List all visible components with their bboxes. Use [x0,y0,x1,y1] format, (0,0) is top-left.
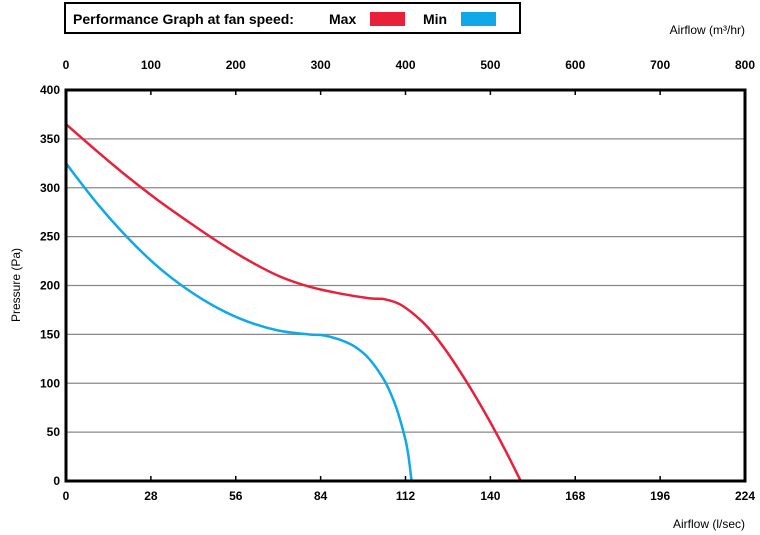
y-tick-label: 300 [40,181,60,195]
x-top-tick-label: 400 [395,58,415,72]
series-lines [65,123,522,482]
x-top-axis-label: Airflow (m³/hr) [670,23,745,37]
plot-frame [64,88,747,483]
legend: Performance Graph at fan speed: Max Min [64,2,521,34]
y-tick-label: 0 [53,474,60,488]
legend-box [64,2,521,34]
chart-title: Performance Graph at fan speed: [73,11,294,27]
y-tick-label: 250 [40,230,60,244]
y-tick-label: 400 [40,83,60,97]
x-top-tick-label: 200 [226,58,246,72]
y-axis-label: Pressure (Pa) [9,248,23,322]
x-top-tick-label: 600 [565,58,585,72]
x-top-tick-label: 700 [650,58,670,72]
legend-swatch-min [461,12,496,26]
y-tick-label: 100 [40,376,60,390]
x-top-tick-label: 800 [735,58,755,72]
x-bottom-tick-label: 112 [396,489,416,503]
x-bottom-axis-label: Airflow (l/sec) [673,517,745,531]
x-bottom-tick-label: 28 [144,489,158,503]
y-tick-label: 50 [47,425,61,439]
legend-swatch-max [370,12,405,26]
x-top-tick-label: 300 [311,58,331,72]
legend-label-min: Min [423,11,447,27]
x-bottom-tick-label: 196 [650,489,670,503]
x-top-tick-label: 500 [480,58,500,72]
y-tick-label: 200 [40,279,60,293]
x-bottom-tick-label: 168 [565,489,585,503]
y-tick-label: 350 [40,132,60,146]
x-bottom-tick-label: 56 [229,489,243,503]
x-bottom-tick-label: 224 [735,489,755,503]
x-top-tick-label: 100 [141,58,161,72]
x-bottom-tick-label: 140 [480,489,500,503]
x-bottom-tick-label: 0 [63,489,70,503]
series-line-min [65,162,413,482]
legend-label-max: Max [329,11,356,27]
x-bottom-tick-label: 84 [314,489,328,503]
y-tick-label: 150 [40,327,60,341]
series-line-max [65,123,522,482]
gridlines [66,138,745,433]
x-top-tick-label: 0 [63,58,70,72]
